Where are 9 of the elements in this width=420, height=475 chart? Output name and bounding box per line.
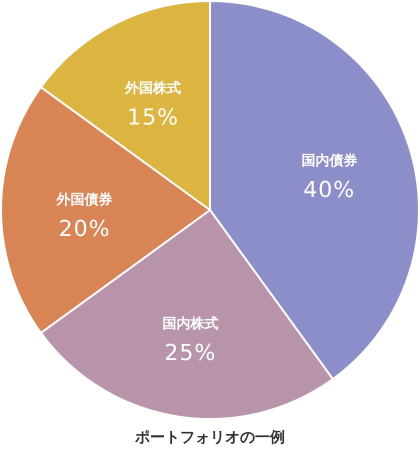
data-label: 20% <box>58 217 111 242</box>
data-label: 40% <box>303 178 356 204</box>
data-label: 25% <box>164 340 216 366</box>
data-label: 15% <box>127 105 180 130</box>
slice-label: 外国株式 <box>124 80 182 96</box>
slice-label: 国内株式 <box>162 316 218 332</box>
slice-label: 外国債券 <box>56 192 113 208</box>
text: ポートフォリオの一例 <box>134 428 285 446</box>
slice-label: 国内債券 <box>301 153 358 170</box>
